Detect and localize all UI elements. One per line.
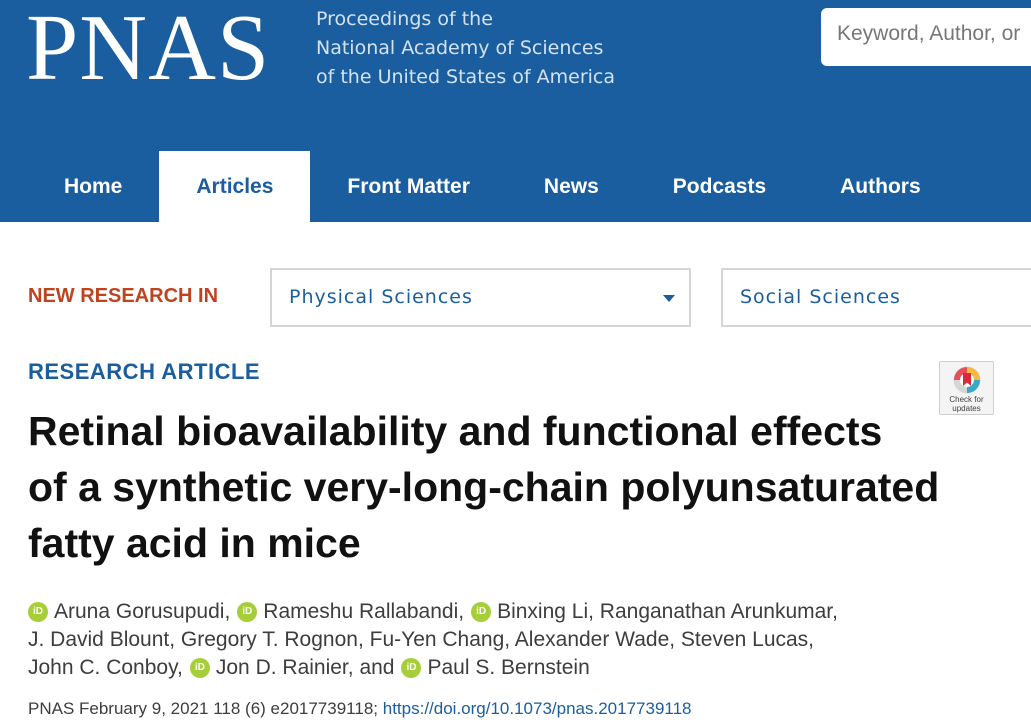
tagline-line: of the United States of America [316, 66, 615, 88]
article-type-label: RESEARCH ARTICLE [28, 359, 261, 384]
author-name[interactable]: Aruna Gorusupudi, [54, 600, 231, 623]
site-header: PNAS Proceedings of the National Academy… [0, 0, 1031, 222]
citation-text: PNAS February 9, 2021 118 (6) e201773911… [28, 699, 378, 718]
article-title: Retinal bioavailability and functional e… [28, 403, 988, 571]
check-updates-text: Check for [949, 395, 984, 404]
site-tagline: Proceedings of the National Academy of S… [316, 5, 615, 92]
nav-item-podcasts[interactable]: Podcasts [672, 174, 767, 198]
orcid-icon[interactable]: iD [189, 658, 210, 678]
author-name[interactable]: John C. Conboy, [28, 656, 183, 679]
crossmark-icon [953, 366, 981, 394]
author-name[interactable]: Rameshu Rallabandi, [263, 600, 465, 623]
nav-item-home[interactable]: Home [64, 174, 123, 198]
orcid-icon[interactable]: iD [237, 602, 258, 622]
social-sciences-select[interactable]: Social Sciences [721, 268, 1031, 327]
author-name[interactable]: Binxing Li, Ranganathan Arunkumar, [497, 600, 838, 623]
check-for-updates-button[interactable]: Check for updates [939, 361, 994, 415]
title-line: of a synthetic very-long-chain polyunsat… [28, 464, 940, 510]
author-list: iD Aruna Gorusupudi, iD Rameshu Rallabandi,… [28, 598, 1018, 682]
author-line: J. David Blount, Gregory T. Rognon, Fu-Y… [28, 626, 1018, 654]
orcid-icon[interactable]: iD [28, 602, 48, 622]
caret-down-icon [663, 295, 675, 302]
check-updates-text: updates [952, 404, 981, 413]
check-updates-label: Check for updates [940, 395, 993, 413]
doi-link[interactable]: https://doi.org/10.1073/pnas.2017739118 [382, 699, 692, 718]
citation: PNAS February 9, 2021 118 (6) e201773911… [28, 699, 692, 719]
orcid-icon[interactable]: iD [471, 602, 492, 622]
tagline-line: National Academy of Sciences [316, 37, 604, 59]
search-input[interactable]: Keyword, Author, or [821, 8, 1031, 66]
nav-item-authors[interactable]: Authors [840, 174, 921, 198]
nav-item-news[interactable]: News [543, 174, 599, 198]
select-value: Physical Sciences [289, 286, 473, 308]
tagline-line: Proceedings of the [316, 8, 493, 30]
physical-sciences-select[interactable]: Physical Sciences [270, 268, 691, 327]
pnas-logo[interactable]: PNAS [26, 0, 271, 100]
orcid-icon[interactable]: iD [401, 658, 422, 678]
author-name[interactable]: J. David Blount, Gregory T. Rognon, Fu-Y… [28, 628, 815, 651]
title-line: fatty acid in mice [28, 520, 361, 566]
title-line: Retinal bioavailability and functional e… [28, 408, 883, 454]
author-name[interactable]: Jon D. Rainier, and [215, 656, 395, 679]
new-research-label: NEW RESEARCH IN [28, 285, 219, 307]
author-line: John C. Conboy, iD Jon D. Rainier, and iD Pa… [28, 654, 1018, 682]
author-line: iD Aruna Gorusupudi, iD Rameshu Rallabandi,… [28, 598, 1018, 626]
select-value: Social Sciences [740, 286, 901, 308]
nav-item-articles[interactable]: Articles [159, 151, 311, 222]
main-nav: Home Articles Front Matter News Podcasts Auth… [27, 151, 958, 222]
search-placeholder: Keyword, Author, or [837, 22, 1021, 45]
author-name[interactable]: Paul S. Bernstein [427, 656, 590, 679]
nav-item-front-matter[interactable]: Front Matter [347, 174, 470, 198]
